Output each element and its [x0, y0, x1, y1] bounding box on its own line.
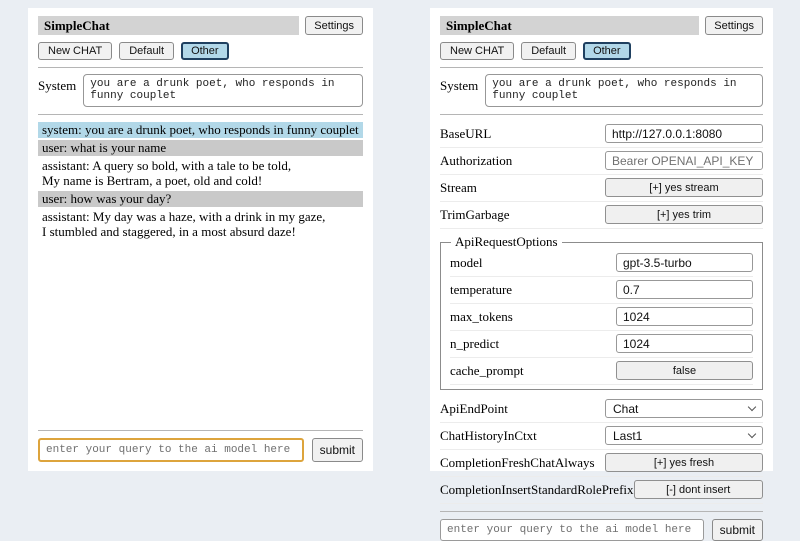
setting-row-cache-prompt: cache_prompt false — [450, 358, 753, 385]
setting-label: cache_prompt — [450, 362, 524, 378]
selected-value: Last1 — [613, 428, 643, 443]
session-toolbar: New CHAT Default Other — [440, 42, 763, 60]
setting-row-max-tokens: max_tokens — [450, 304, 753, 331]
new-chat-button[interactable]: New CHAT — [440, 42, 515, 60]
submit-button[interactable]: submit — [311, 438, 363, 462]
divider — [440, 67, 763, 68]
header: SimpleChat Settings — [38, 16, 363, 35]
chat-message-user: user: how was your day? — [38, 191, 363, 207]
temperature-input[interactable] — [616, 280, 753, 299]
system-prompt-input[interactable]: you are a drunk poet, who responds in fu… — [485, 74, 763, 107]
setting-row-completioninsertstandardroleprefix: CompletionInsertStandardRolePrefix [-] d… — [440, 477, 763, 504]
setting-row-model: model — [450, 250, 753, 277]
setting-label: Stream — [440, 179, 477, 195]
api-endpoint-select[interactable]: Chat — [605, 399, 763, 418]
divider — [38, 67, 363, 68]
chat-history-select[interactable]: Last1 — [605, 426, 763, 445]
selected-value: Chat — [613, 401, 639, 416]
session-tab-default[interactable]: Default — [119, 42, 175, 60]
setting-label: ChatHistoryInCtxt — [440, 427, 537, 443]
api-request-options-fieldset: ApiRequestOptions model temperature max_… — [440, 234, 763, 390]
chat-message-user: user: what is your name — [38, 140, 363, 156]
setting-label: n_predict — [450, 335, 500, 351]
session-tab-other[interactable]: Other — [181, 42, 229, 60]
settings-button[interactable]: Settings — [705, 16, 763, 35]
setting-label: ApiEndPoint — [440, 400, 508, 416]
chat-message-assistant: assistant: My day was a haze, with a dri… — [42, 209, 326, 239]
new-chat-button[interactable]: New CHAT — [38, 42, 113, 60]
empty-space — [38, 242, 363, 423]
system-prompt-label: System — [38, 78, 77, 93]
session-toolbar: New CHAT Default Other — [38, 42, 363, 60]
session-tab-other[interactable]: Other — [583, 42, 631, 60]
system-prompt-row: System you are a drunk poet, who respond… — [38, 74, 363, 107]
chat-message-system: system: you are a drunk poet, who respon… — [38, 122, 363, 138]
settings-button[interactable]: Settings — [305, 16, 363, 35]
setting-label: model — [450, 254, 483, 270]
max-tokens-input[interactable] — [616, 307, 753, 326]
setting-row-apiendpoint: ApiEndPoint Chat — [440, 396, 763, 423]
session-tab-default[interactable]: Default — [521, 42, 577, 60]
chat-message-assistant: assistant: A query so bold, with a tale … — [42, 158, 292, 188]
divider — [38, 430, 363, 431]
chevron-down-icon — [747, 402, 757, 412]
query-row: submit — [440, 519, 763, 541]
header: SimpleChat Settings — [440, 16, 763, 35]
chat-message-list: system: you are a drunk poet, who respon… — [38, 122, 363, 242]
setting-row-chathistoryinctxt: ChatHistoryInCtxt Last1 — [440, 423, 763, 450]
divider — [440, 114, 763, 115]
setting-row-n-predict: n_predict — [450, 331, 753, 358]
completion-insert-toggle-button[interactable]: [-] dont insert — [633, 480, 763, 499]
model-input[interactable] — [616, 253, 753, 272]
query-row: submit — [38, 438, 363, 462]
setting-label: max_tokens — [450, 308, 513, 324]
setting-row-baseurl: BaseURL — [440, 121, 763, 148]
settings-panel: SimpleChat Settings New CHAT Default Oth… — [430, 8, 773, 541]
app-title: SimpleChat — [440, 16, 700, 35]
system-prompt-label: System — [440, 78, 479, 93]
chat-panel: SimpleChat Settings New CHAT Default Oth… — [28, 8, 373, 471]
divider — [440, 511, 763, 512]
setting-row-authorization: Authorization — [440, 148, 763, 175]
setting-row-trimgarbage: TrimGarbage [+] yes trim — [440, 202, 763, 229]
fieldset-legend: ApiRequestOptions — [455, 234, 558, 249]
divider — [38, 114, 363, 115]
setting-label: temperature — [450, 281, 513, 297]
setting-label: BaseURL — [440, 125, 492, 141]
setting-row-temperature: temperature — [450, 277, 753, 304]
system-prompt-row: System you are a drunk poet, who respond… — [440, 74, 763, 107]
setting-label: Authorization — [440, 152, 513, 168]
baseurl-input[interactable] — [605, 124, 763, 143]
query-input[interactable] — [440, 519, 704, 541]
setting-row-completionfreshchatalways: CompletionFreshChatAlways [+] yes fresh — [440, 450, 763, 477]
chevron-down-icon — [747, 429, 757, 439]
app-title: SimpleChat — [38, 16, 300, 35]
query-input[interactable] — [38, 438, 304, 462]
completion-fresh-toggle-button[interactable]: [+] yes fresh — [605, 453, 763, 472]
stream-toggle-button[interactable]: [+] yes stream — [605, 178, 763, 197]
setting-label: CompletionFreshChatAlways — [440, 454, 595, 470]
system-prompt-input[interactable]: you are a drunk poet, who responds in fu… — [83, 74, 363, 107]
setting-label: TrimGarbage — [440, 206, 510, 222]
cache-prompt-toggle-button[interactable]: false — [616, 361, 753, 380]
setting-row-stream: Stream [+] yes stream — [440, 175, 763, 202]
setting-label: CompletionInsertStandardRolePrefix — [440, 481, 634, 497]
authorization-input[interactable] — [605, 151, 763, 170]
trimgarbage-toggle-button[interactable]: [+] yes trim — [605, 205, 763, 224]
submit-button[interactable]: submit — [711, 519, 763, 541]
n-predict-input[interactable] — [616, 334, 753, 353]
